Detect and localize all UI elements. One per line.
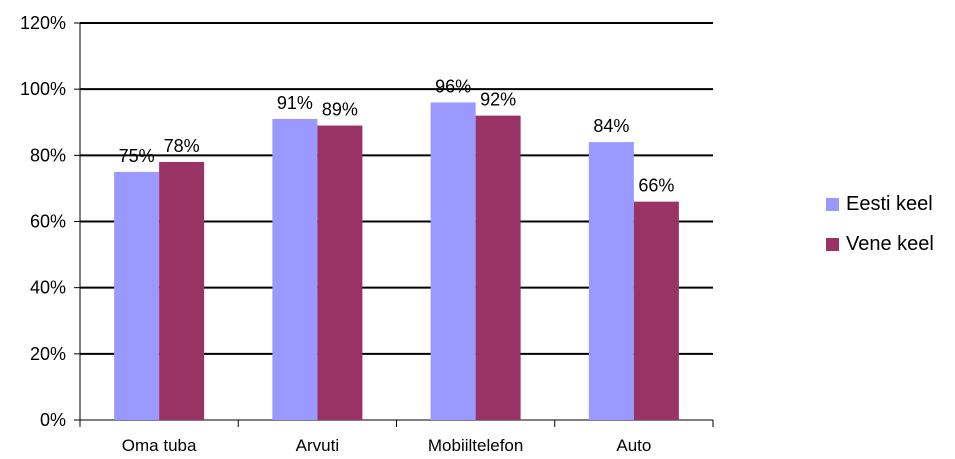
x-category-label: Oma tuba [122,436,197,455]
x-category-label: Auto [616,436,651,455]
data-label: 78% [164,136,200,156]
bar [633,201,679,420]
y-tick-label: 20% [30,344,66,364]
y-tick-label: 40% [30,278,66,298]
y-tick-label: 120% [20,13,66,33]
data-label: 92% [480,90,516,110]
data-label: 91% [277,93,313,113]
legend-item-eesti-keel: Eesti keel [826,184,934,224]
bar [272,118,318,421]
data-label: 96% [435,76,471,96]
bar [114,171,160,420]
bar [317,125,363,420]
bar [430,102,476,421]
legend-swatch-eesti-keel [826,197,839,211]
data-label: 75% [119,146,155,166]
x-category-label: Mobiiltelefon [428,436,523,455]
data-label: 66% [638,176,674,196]
y-tick-label: 100% [20,79,66,99]
y-tick-label: 60% [30,212,66,232]
bar [159,161,205,420]
legend-label-eesti-keel: Eesti keel [846,192,933,215]
legend-label-vene-keel: Vene keel [846,232,934,255]
bar [588,142,634,420]
data-label: 89% [322,100,358,120]
y-tick-label: 80% [30,145,66,165]
x-category-label: Arvuti [296,436,339,455]
data-label: 84% [593,116,629,136]
bar [475,115,521,420]
legend-item-vene-keel: Vene keel [826,224,934,264]
y-tick-label: 0% [40,410,66,430]
legend-swatch-vene-keel [826,237,839,251]
legend: Eesti keel Vene keel [826,184,934,264]
